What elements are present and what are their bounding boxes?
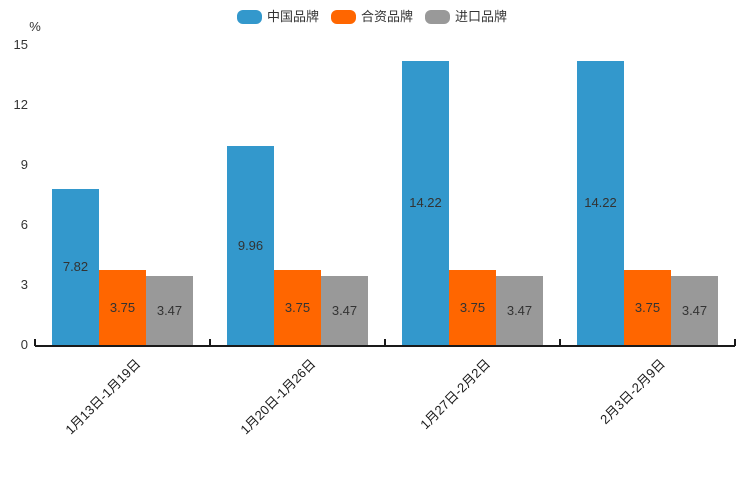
- y-axis-tick-label: 15: [13, 37, 28, 52]
- bar-value-label: 3.75: [284, 300, 311, 315]
- legend-item-0[interactable]: 中国品牌: [236, 8, 319, 26]
- x-axis-tick: [734, 339, 736, 346]
- bar-value-label: 3.47: [681, 302, 708, 318]
- bar-value-label: 14.22: [584, 195, 617, 211]
- bar-0-2: 14.22: [402, 60, 449, 345]
- y-axis-tick-label: 0: [20, 337, 28, 352]
- x-axis-tick: [34, 339, 36, 346]
- legend-label: 进口品牌: [455, 9, 508, 24]
- legend-item-2[interactable]: 进口品牌: [425, 8, 507, 26]
- x-axis-line: [35, 345, 735, 347]
- bar-2-2: 3.47: [496, 275, 543, 345]
- bar-2-0: 3.47: [146, 275, 193, 345]
- bar-value-label: 9.96: [237, 237, 264, 253]
- bar-1-0: 3.75: [99, 270, 146, 345]
- bar-value-label: 7.82: [62, 259, 89, 275]
- bar-value-label: 3.47: [156, 302, 183, 318]
- bar-value-label: 3.75: [459, 300, 486, 315]
- x-axis-tick: [559, 339, 561, 346]
- legend-swatch-icon: [425, 10, 450, 24]
- x-axis-label: 1月27日-2月2日: [417, 356, 494, 433]
- legend: 中国品牌 合资品牌 进口品牌: [0, 8, 744, 26]
- bar-2-1: 3.47: [321, 275, 368, 345]
- y-axis-tick-label: 6: [20, 217, 28, 232]
- y-axis-tick-label: 12: [13, 97, 28, 112]
- x-axis-tick: [384, 339, 386, 346]
- legend-swatch-icon: [330, 10, 356, 24]
- y-axis-tick-label: 9: [20, 157, 28, 172]
- bar-1-1: 3.75: [274, 270, 321, 345]
- x-axis-label: 1月20日-1月26日: [237, 356, 319, 438]
- bar-0-3: 14.22: [577, 60, 624, 345]
- x-axis-label: 1月13日-1月19日: [62, 356, 144, 438]
- legend-swatch-icon: [236, 10, 262, 24]
- bar-value-label: 3.47: [331, 302, 358, 318]
- x-axis-label: 2月3日-2月9日: [597, 356, 669, 428]
- bar-0-1: 9.96: [227, 145, 274, 345]
- legend-item-1[interactable]: 合资品牌: [330, 8, 413, 26]
- x-axis-tick: [209, 339, 211, 346]
- y-axis-unit-label: %: [29, 19, 41, 34]
- legend-label: 中国品牌: [266, 9, 319, 24]
- bar-value-label: 3.47: [506, 302, 533, 318]
- bar-value-label: 3.75: [109, 300, 136, 315]
- bar-0-0: 7.82: [52, 188, 99, 345]
- bar-value-label: 14.22: [409, 195, 442, 211]
- bar-1-2: 3.75: [449, 270, 496, 345]
- bar-value-label: 3.75: [634, 300, 661, 315]
- y-axis-tick-label: 3: [20, 277, 28, 292]
- bar-1-3: 3.75: [624, 270, 671, 345]
- legend-label: 合资品牌: [360, 9, 413, 24]
- bar-2-3: 3.47: [671, 275, 718, 345]
